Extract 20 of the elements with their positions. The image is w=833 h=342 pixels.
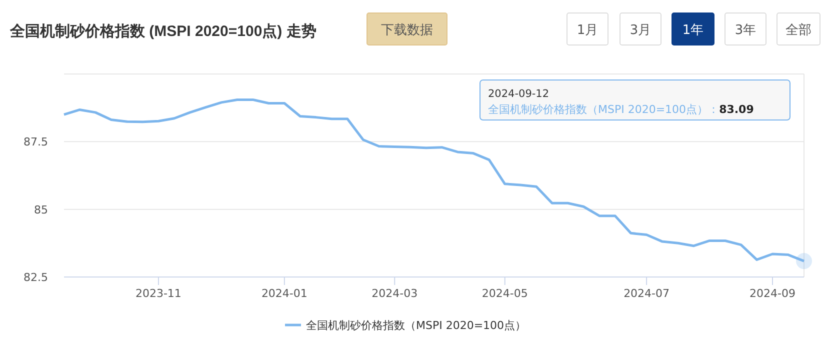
chart-title: 全国机制砂价格指数 (MSPI 2020=100点) 走势 (9, 23, 316, 40)
button: 全部 (776, 12, 820, 46)
x-tick-label: 2024-09 (750, 287, 796, 300)
legend-label: 全国机制砂价格指数（MSPI 2020=100点） (306, 319, 526, 332)
x-tick-label: 2023-11 (135, 287, 182, 300)
annotation: 全国机制砂价格指数（MSPI 2020=100点）：83.09 (488, 103, 754, 116)
x-tick-label: 2024-07 (624, 287, 670, 300)
x-tick-label: 2024-03 (372, 287, 418, 300)
button: 3年 (724, 12, 766, 46)
tooltip-box: 2024-09-12 全国机制砂价格指数（MSPI 2020=100点）：83.09 (480, 80, 790, 120)
x-tick-label: 2024-01 (261, 287, 308, 300)
button: 1月 (566, 12, 608, 46)
button: 1年 (672, 12, 714, 46)
annotation: 2024-09-12 (488, 88, 550, 100)
x-tick-label: 2024-05 (482, 287, 528, 300)
y-tick-label: 85 (34, 203, 48, 216)
button: 3月 (620, 12, 662, 46)
y-tick-label: 87.5 (24, 136, 48, 149)
button: 下载数据 (366, 12, 448, 46)
y-tick-label: 82.5 (24, 271, 48, 284)
